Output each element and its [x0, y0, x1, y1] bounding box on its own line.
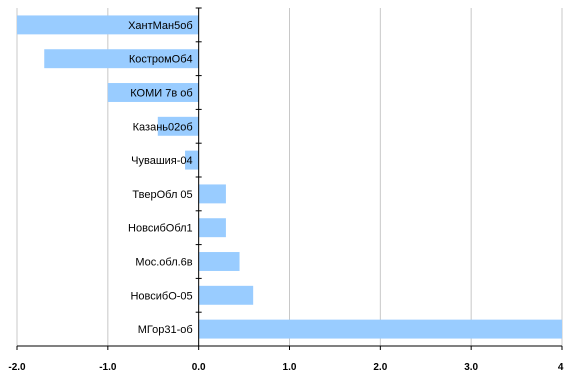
- category-label-5: ТверОбл 05: [132, 189, 192, 201]
- category-label-1: КостромОб4: [129, 54, 193, 66]
- x-tick-label-0: -2.0: [8, 362, 26, 373]
- category-labels: ХантМан5об КостромОб4 КОМИ 7в об Казань02об…: [128, 20, 193, 336]
- category-label-9: МГор31-об: [138, 324, 193, 336]
- x-tick-label-2: 0.0: [192, 362, 206, 373]
- bar-3: [157, 116, 199, 136]
- category-label-4: Чувашия-04: [131, 155, 193, 167]
- bar-2: [107, 83, 199, 102]
- category-label-2: КОМИ 7в об: [130, 88, 192, 100]
- x-tick-label-5: 3.0: [464, 362, 478, 373]
- category-label-6: НовсибОбл1: [128, 223, 193, 235]
- tick-labels: -2.0 -1.0 0.0 1.0 2.0 3.0 4.: [8, 362, 564, 373]
- category-label-0: ХантМан5об: [128, 20, 193, 32]
- x-tick-label-1: -1.0: [99, 362, 117, 373]
- bar-5: [198, 184, 226, 204]
- bars: [17, 15, 562, 339]
- bar-9: [198, 319, 562, 339]
- bar-8: [198, 285, 254, 305]
- bar-0: [17, 15, 199, 35]
- x-tick-label-4: 2.0: [373, 362, 387, 373]
- category-label-3: Казань02об: [133, 121, 193, 133]
- bar-4: [185, 150, 199, 170]
- x-tick-label-6: 4.: [558, 362, 564, 373]
- category-label-7: Мос.обл.6в: [135, 257, 192, 269]
- axes: [16, 7, 563, 350]
- category-label-8: НовсибО-05: [130, 290, 192, 302]
- bar-7: [198, 252, 240, 271]
- x-tick-label-3: 1.0: [283, 362, 297, 373]
- bar-1: [44, 49, 199, 69]
- bar-6: [198, 218, 226, 238]
